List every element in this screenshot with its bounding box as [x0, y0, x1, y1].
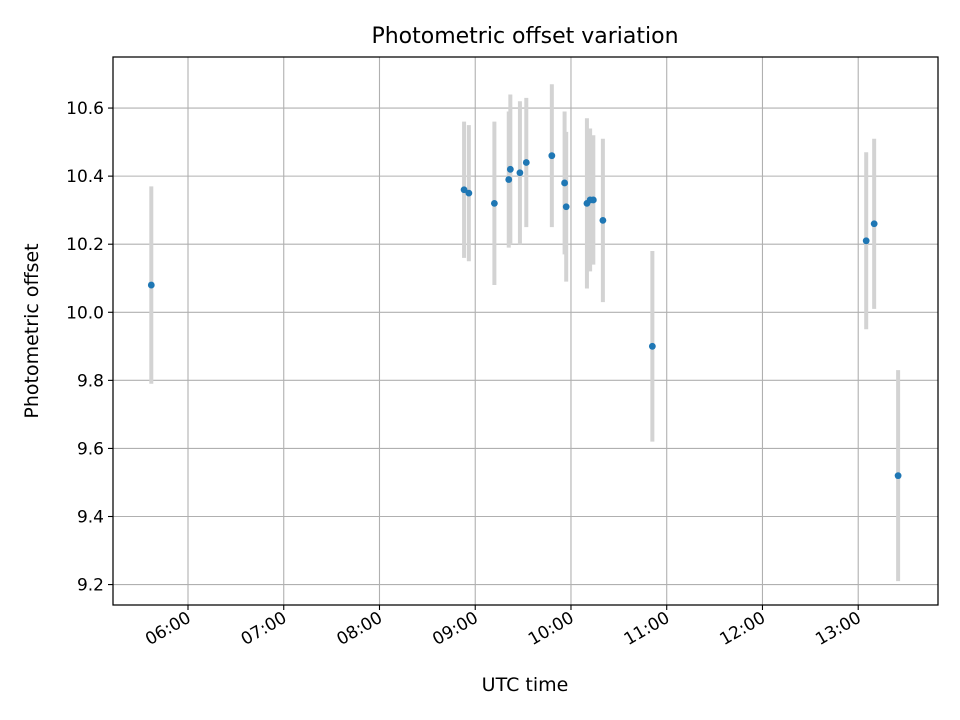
data-point [506, 165, 514, 173]
y-tick-label: 10.0 [66, 303, 104, 323]
data-point [465, 189, 473, 197]
data-point [516, 169, 524, 177]
y-tick-label: 9.4 [77, 508, 104, 528]
data-point [562, 203, 570, 211]
data-point [589, 196, 597, 204]
data-point [505, 176, 513, 183]
data-point [522, 159, 530, 166]
x-axis-label: UTC time [482, 674, 569, 696]
data-point [460, 186, 468, 194]
y-tick-label: 9.8 [77, 371, 104, 391]
data-point [648, 342, 656, 350]
y-tick-label: 9.2 [77, 576, 104, 596]
data-point [894, 472, 902, 480]
y-tick-label: 10.2 [66, 235, 104, 255]
y-tick-label: 10.4 [66, 167, 104, 187]
data-point [490, 199, 498, 207]
data-point [870, 220, 878, 228]
chart-title: Photometric offset variation [371, 24, 678, 49]
data-point [599, 216, 607, 224]
data-point [548, 152, 556, 160]
data-point [561, 179, 568, 187]
y-tick-label: 10.6 [66, 99, 104, 119]
data-point [147, 281, 155, 289]
plot-frame [112, 56, 939, 606]
data-point [862, 237, 870, 245]
y-axis-label: Photometric offset [21, 243, 43, 418]
y-axis: 9.2 9.4 9.6 9.8 10.0 10.2 10.4 10.6 [66, 99, 113, 596]
y-tick-label: 9.6 [77, 439, 104, 459]
data-points [147, 152, 902, 480]
